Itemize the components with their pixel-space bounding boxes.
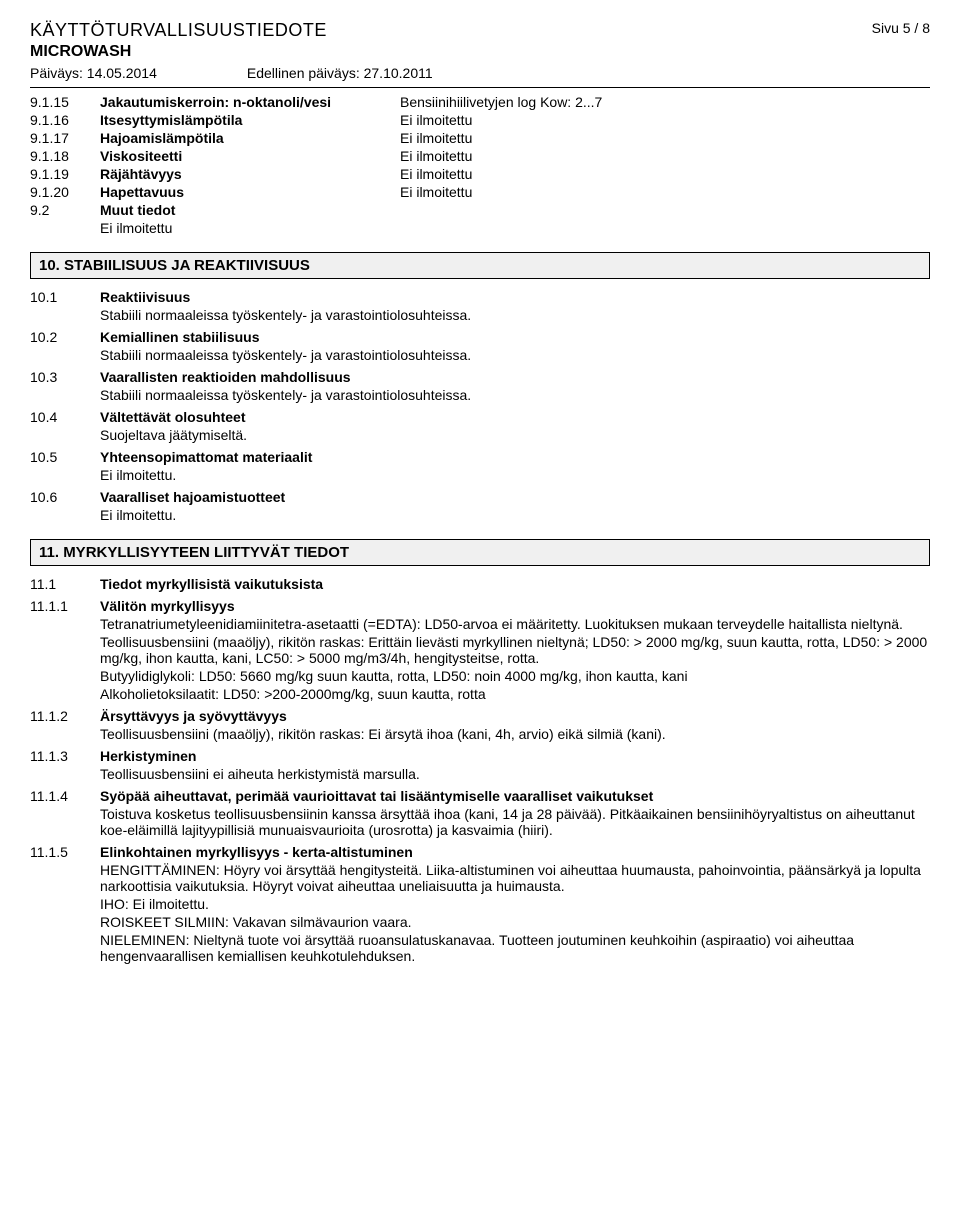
product-name: MICROWASH [30,43,327,61]
sec10-head: Yhteensopimattomat materiaalit [100,449,312,465]
sec11-head: Välitön myrkyllisyys [100,598,235,614]
sec11-para: NIELEMINEN: Nieltynä tuote voi ärsyttää … [100,932,930,964]
sec10-body: Stabiili normaaleissa työskentely- ja va… [100,347,930,363]
sec10-item: 10.3Vaarallisten reaktioiden mahdollisuu… [30,369,930,385]
sec11-1-4: 11.1.4Syöpää aiheuttavat, perimää vaurio… [30,788,930,804]
sec10-body: Stabiili normaaleissa työskentely- ja va… [100,307,930,323]
sec11-para: Toistuva kosketus teollisuusbensiinin ka… [100,806,930,838]
date-current: Päiväys: 14.05.2014 [30,65,157,81]
muut-body: Ei ilmoitettu [100,220,930,236]
dates-row: Päiväys: 14.05.2014 Edellinen päiväys: 2… [30,65,930,88]
prop-num: 9.1.15 [30,94,100,110]
prop-val: Ei ilmoitettu [400,130,930,146]
sec11-num: 11.1.4 [30,788,100,804]
sec10-head: Vaarallisten reaktioiden mahdollisuus [100,369,351,385]
prop-row: 9.1.16 Itsesyttymislämpötila Ei ilmoitet… [30,112,930,128]
sec11-para: IHO: Ei ilmoitettu. [100,896,930,912]
prop-val: Ei ilmoitettu [400,184,930,200]
sec11-para: ROISKEET SILMIIN: Vakavan silmävaurion v… [100,914,930,930]
sec10-num: 10.6 [30,489,100,505]
sec11-head: Herkistyminen [100,748,196,764]
sec11-para: Alkoholietoksilaatit: LD50: >200-2000mg/… [100,686,930,702]
sec10-head: Vaaralliset hajoamistuotteet [100,489,285,505]
prop-num: 9.1.16 [30,112,100,128]
sec10-body: Ei ilmoitettu. [100,507,930,523]
sec11-num: 11.1.5 [30,844,100,860]
sec10-num: 10.3 [30,369,100,385]
sec11-para: Teollisuusbensiini ei aiheuta herkistymi… [100,766,930,782]
sec10-num: 10.4 [30,409,100,425]
sec10-body: Ei ilmoitettu. [100,467,930,483]
sec11-head: Syöpää aiheuttavat, perimää vaurioittava… [100,788,653,804]
prop-label: Itsesyttymislämpötila [100,112,400,128]
sec11-head: Elinkohtainen myrkyllisyys - kerta-altis… [100,844,413,860]
section-11-title: 11. MYRKYLLISYYTEEN LIITTYVÄT TIEDOT [30,539,930,566]
sec10-head: Vältettävät olosuhteet [100,409,245,425]
sec11-1-2: 11.1.2Ärsyttävyys ja syövyttävyys [30,708,930,724]
prop-row: 9.1.15 Jakautumiskerroin: n-oktanoli/ves… [30,94,930,110]
sec10-item: 10.5Yhteensopimattomat materiaalit [30,449,930,465]
prop-val: Ei ilmoitettu [400,148,930,164]
sec11-para: Teollisuusbensiini (maaöljy), rikitön ra… [100,726,930,742]
sec11-head: Ärsyttävyys ja syövyttävyys [100,708,287,724]
muut-num: 9.2 [30,202,100,218]
prop-num: 9.1.20 [30,184,100,200]
sec11-para: Tetranatriumetyleenidiamiinitetra-asetaa… [100,616,930,632]
sec10-num: 10.5 [30,449,100,465]
date-previous: Edellinen päiväys: 27.10.2011 [247,65,433,81]
sec11-1-5: 11.1.5Elinkohtainen myrkyllisyys - kerta… [30,844,930,860]
sec11-head: Tiedot myrkyllisistä vaikutuksista [100,576,323,592]
prop-num: 9.1.18 [30,148,100,164]
sec11-num: 11.1.1 [30,598,100,614]
sec11-num: 11.1.3 [30,748,100,764]
prop-num: 9.1.19 [30,166,100,182]
section-10-body: 10.1Reaktiivisuus Stabiili normaaleissa … [30,289,930,523]
prop-label: Räjähtävyys [100,166,400,182]
header-left: KÄYTTÖTURVALLISUUSTIEDOTE MICROWASH [30,20,327,65]
prop-row: 9.1.19 Räjähtävyys Ei ilmoitettu [30,166,930,182]
sec11-para: HENGITTÄMINEN: Höyry voi ärsyttää hengit… [100,862,930,894]
prop-label: Jakautumiskerroin: n-oktanoli/vesi [100,94,400,110]
prop-val: Ei ilmoitettu [400,112,930,128]
section-10-title: 10. STABIILISUUS JA REAKTIIVISUUS [30,252,930,279]
sec10-item: 10.2Kemiallinen stabiilisuus [30,329,930,345]
muut-label: Muut tiedot [100,202,400,218]
sec10-num: 10.1 [30,289,100,305]
muut-row: 9.2 Muut tiedot [30,202,930,218]
header: KÄYTTÖTURVALLISUUSTIEDOTE MICROWASH Sivu… [30,20,930,65]
section-9-properties: 9.1.15 Jakautumiskerroin: n-oktanoli/ves… [30,94,930,236]
sec10-head: Kemiallinen stabiilisuus [100,329,260,345]
prop-val: Ei ilmoitettu [400,166,930,182]
prop-val: Bensiinihiilivetyjen log Kow: 2...7 [400,94,930,110]
sec11-num: 11.1.2 [30,708,100,724]
doc-title: KÄYTTÖTURVALLISUUSTIEDOTE [30,20,327,41]
sec10-item: 10.1Reaktiivisuus [30,289,930,305]
sec11-1-3: 11.1.3Herkistyminen [30,748,930,764]
prop-label: Hajoamislämpötila [100,130,400,146]
prop-num: 9.1.17 [30,130,100,146]
sec10-body: Suojeltava jäätymiseltä. [100,427,930,443]
sec10-item: 10.4Vältettävät olosuhteet [30,409,930,425]
prop-label: Viskositeetti [100,148,400,164]
sec11-1: 11.1Tiedot myrkyllisistä vaikutuksista [30,576,930,592]
prop-label: Hapettavuus [100,184,400,200]
sec10-head: Reaktiivisuus [100,289,190,305]
sec10-body: Stabiili normaaleissa työskentely- ja va… [100,387,930,403]
sec11-para: Butyylidiglykoli: LD50: 5660 mg/kg suun … [100,668,930,684]
sec11-para: Teollisuusbensiini (maaöljy), rikitön ra… [100,634,930,666]
section-11-body: 11.1Tiedot myrkyllisistä vaikutuksista 1… [30,576,930,964]
prop-row: 9.1.18 Viskositeetti Ei ilmoitettu [30,148,930,164]
page-number: Sivu 5 / 8 [872,20,930,36]
prop-row: 9.1.20 Hapettavuus Ei ilmoitettu [30,184,930,200]
prop-row: 9.1.17 Hajoamislämpötila Ei ilmoitettu [30,130,930,146]
sec10-item: 10.6Vaaralliset hajoamistuotteet [30,489,930,505]
sec11-num: 11.1 [30,576,100,592]
sec10-num: 10.2 [30,329,100,345]
sec11-1-1: 11.1.1Välitön myrkyllisyys [30,598,930,614]
